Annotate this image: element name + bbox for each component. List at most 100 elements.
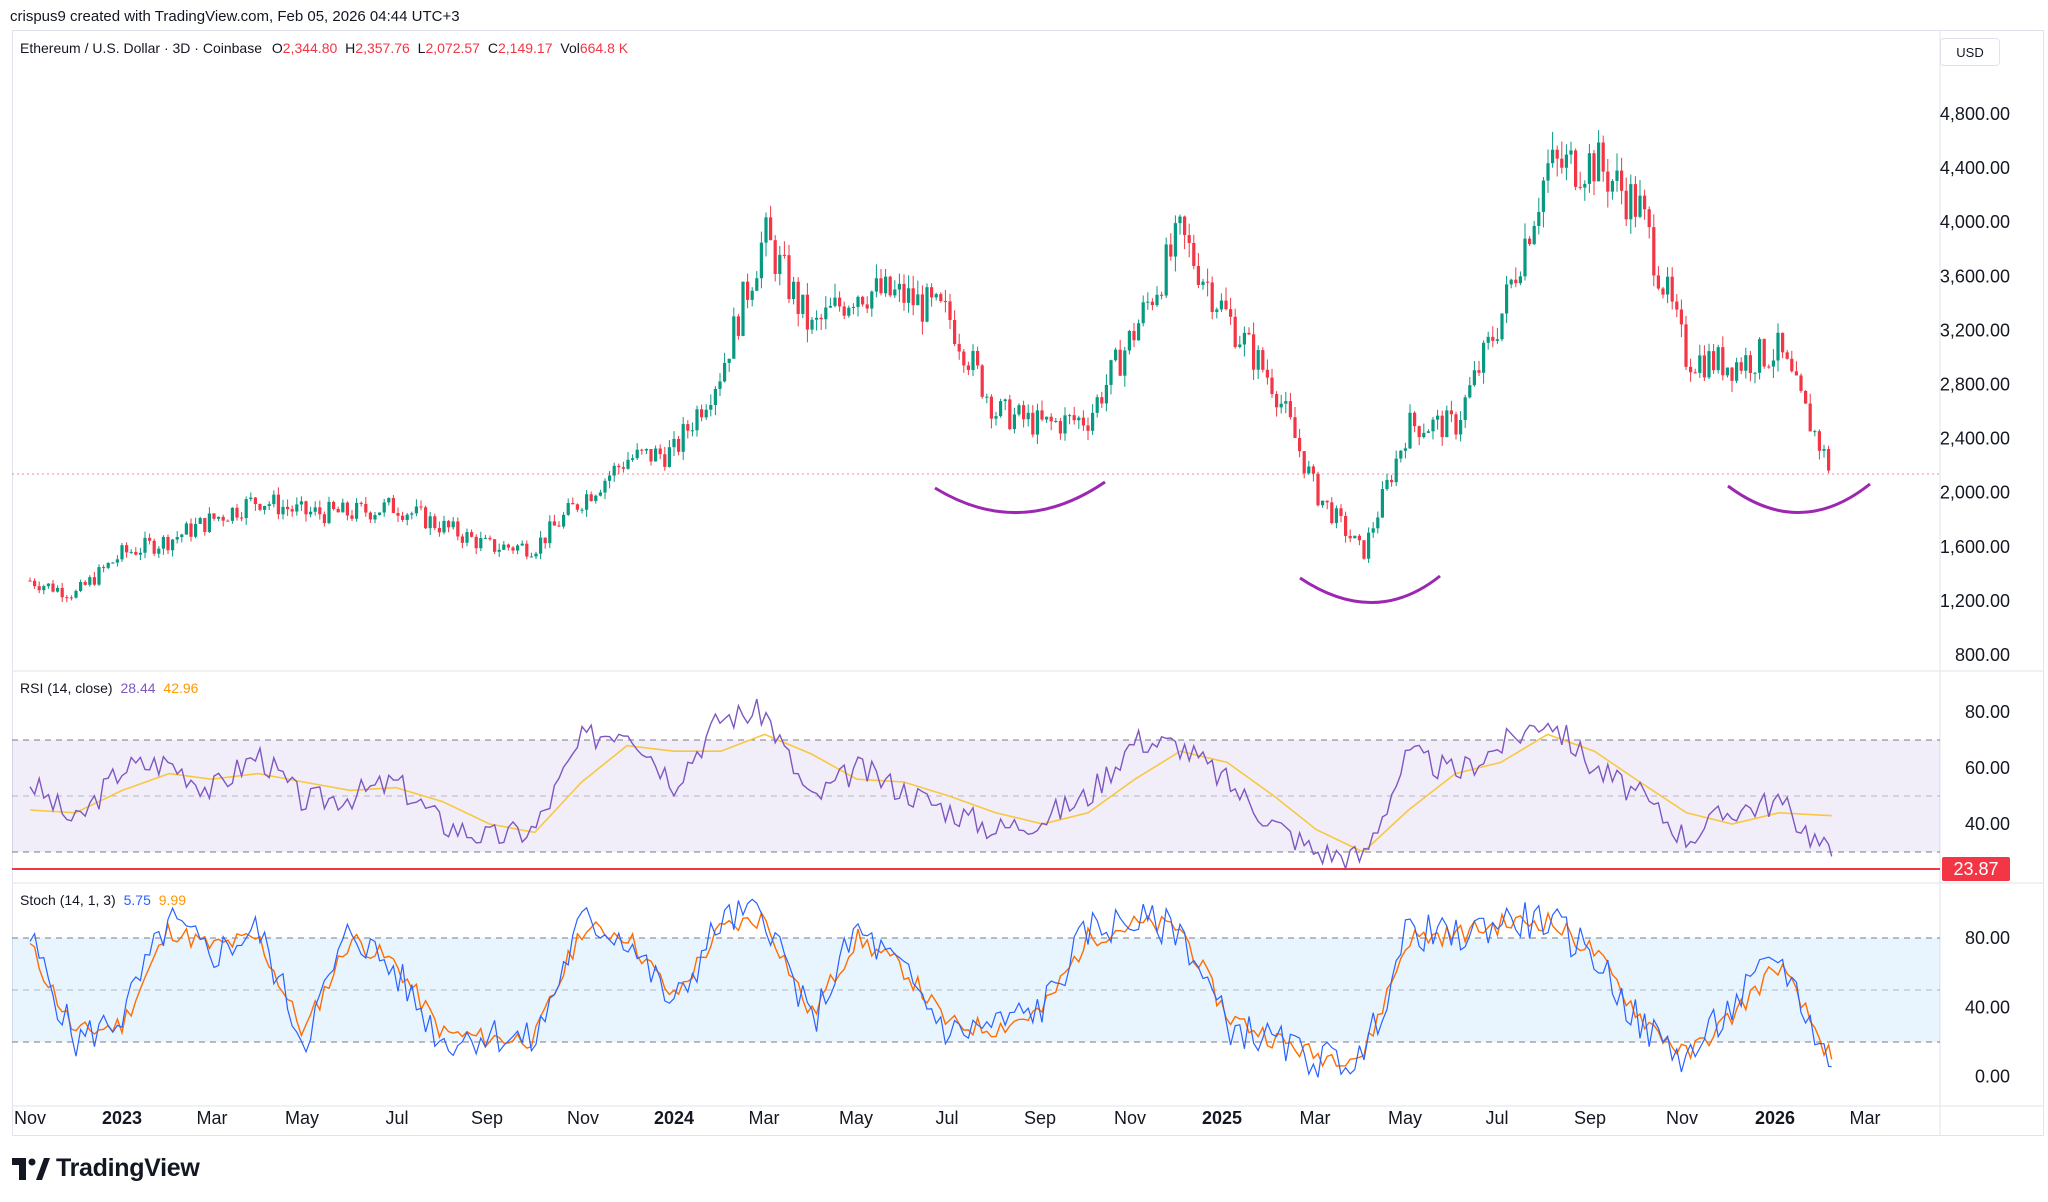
candle-body [1137, 323, 1141, 341]
candle-body [419, 506, 423, 508]
candle-body [1744, 355, 1748, 371]
rsi-title[interactable]: RSI (14, close) [20, 680, 113, 696]
candle-body [1822, 449, 1826, 451]
candle-body [1022, 405, 1026, 420]
price-axis[interactable]: 4,800.00 4,400.00 4,000.00 3,600.00 3,200.00… [1940, 104, 2010, 665]
candle-body [1215, 309, 1219, 312]
candle-body [1417, 426, 1421, 438]
candle-body [1017, 405, 1021, 415]
candle-body [1762, 339, 1766, 367]
candle-body [1482, 342, 1486, 373]
candle-body [1261, 350, 1265, 370]
time-axis[interactable]: Nov 2023 Mar May Jul Sep Nov 2024 Mar May Jul Sep No… [14, 1108, 1881, 1128]
candle-body [1081, 417, 1085, 426]
candle-body [1054, 420, 1058, 422]
stoch-title[interactable]: Stoch (14, 1, 3) [20, 892, 116, 908]
candle-body [1693, 372, 1697, 374]
candle-body [134, 551, 138, 555]
candle-body [640, 449, 644, 451]
tradingview-brand[interactable]: TradingView [12, 1154, 200, 1183]
support-arc-2024[interactable] [934, 480, 1106, 514]
candle-body [1725, 367, 1729, 376]
candle-body [1284, 401, 1288, 404]
candle-body [543, 537, 547, 544]
candle-body [1601, 142, 1605, 172]
candle-body [1702, 355, 1706, 378]
currency-selector[interactable]: USD [1940, 38, 2000, 66]
candle-body [1491, 336, 1495, 341]
time-tick-label: Jul [385, 1108, 408, 1128]
candle-body [152, 540, 156, 554]
support-arc-2026[interactable] [1727, 482, 1871, 514]
candle-body [608, 475, 612, 481]
candle-body [626, 459, 630, 469]
candle-body [263, 505, 267, 510]
candle-body [1068, 415, 1072, 417]
candle-body [594, 495, 598, 502]
candle-body [102, 567, 106, 569]
candle-body [677, 438, 681, 452]
candle-body [1670, 276, 1674, 302]
candle-body [1730, 367, 1734, 381]
candle-body [566, 502, 570, 515]
close-label: C [487, 40, 498, 56]
candle-body [1242, 332, 1246, 345]
low-value: 2,072.57 [425, 40, 480, 56]
support-arc-2025[interactable] [1299, 574, 1441, 604]
candle-body [290, 509, 294, 512]
time-tick-label: Mar [749, 1108, 780, 1128]
rsi-lines-layer [29, 698, 1833, 872]
candle-body [1298, 437, 1302, 452]
candle-body [1486, 336, 1490, 343]
candle-body [327, 501, 331, 524]
candle-body [805, 294, 809, 330]
chart-frame [12, 30, 2044, 1136]
candle-body [746, 281, 750, 300]
candle-body [884, 276, 888, 294]
candle-body [1813, 431, 1817, 433]
candle-body [1771, 360, 1775, 367]
candle-body [272, 494, 276, 505]
candle-body [1587, 153, 1591, 184]
price-tick-label: 1,200.00 [1940, 591, 2010, 611]
time-tick-label: Sep [1024, 1108, 1056, 1128]
rsi-marker-badge [1942, 857, 2010, 881]
candle-body [1753, 372, 1757, 374]
candle-body [787, 255, 791, 300]
candle-body [1127, 331, 1131, 351]
candle-body [1537, 211, 1541, 226]
symbol-label[interactable]: Ethereum / U.S. Dollar · 3D · Coinbase [20, 40, 262, 56]
candle-body [704, 409, 708, 418]
candle-body [1357, 535, 1361, 541]
candle-body [552, 521, 556, 526]
candle-body [1551, 149, 1555, 164]
candle-body [1307, 466, 1311, 474]
candle-body [911, 288, 915, 306]
candle-body [1532, 225, 1536, 245]
candle-body [1164, 244, 1168, 296]
candle-body [1252, 334, 1256, 370]
rsi-axis[interactable]: 80.00 60.00 40.00 [1965, 702, 2010, 834]
candle-body [1445, 410, 1449, 438]
open-label: O [271, 40, 283, 56]
candle-body [621, 467, 625, 469]
candle-body [1468, 385, 1472, 398]
candle-body [920, 294, 924, 322]
candle-body [1794, 371, 1798, 376]
candle-body [741, 281, 745, 336]
candle-body [598, 492, 602, 496]
candle-body [957, 344, 961, 352]
candle-body [1160, 294, 1164, 296]
candle-body [985, 396, 989, 398]
stoch-axis[interactable]: 80.00 40.00 0.00 [1965, 928, 2010, 1087]
candle-body [773, 240, 777, 275]
candle-body [143, 537, 147, 553]
candle-body [1656, 275, 1660, 289]
candle-body [120, 545, 124, 560]
candle-body [456, 521, 460, 537]
candle-body [42, 586, 46, 591]
candle-body [1652, 227, 1656, 276]
candle-body [1012, 414, 1016, 430]
candle-body [759, 242, 763, 279]
